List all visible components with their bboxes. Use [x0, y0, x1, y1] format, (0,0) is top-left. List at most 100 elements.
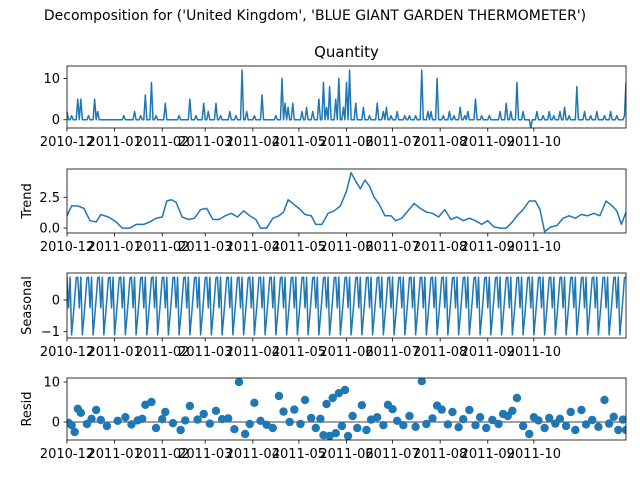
resid-point	[234, 378, 244, 387]
resid-point	[609, 412, 618, 421]
trend-xtick-label: 2011-08	[413, 240, 467, 255]
resid-point	[176, 425, 185, 435]
resid-point	[621, 425, 626, 435]
resid-point	[465, 405, 474, 415]
trend-ylabel: Trend	[20, 183, 35, 220]
quantity-series-line	[67, 69, 626, 128]
resid-point	[67, 421, 76, 430]
resid-point	[322, 399, 331, 409]
seasonal-xtick-label: 2011-10	[507, 345, 561, 360]
resid-xtick-label: 2011-04	[226, 447, 280, 462]
resid-point	[581, 420, 591, 429]
resid-ytick-label: 10	[43, 376, 60, 391]
seasonal-ytick-label: −1	[41, 325, 60, 340]
quantity-xtick-label: 2011-06	[319, 135, 373, 150]
resid-point	[518, 421, 528, 431]
resid-xtick-label: 2011-02	[135, 447, 189, 462]
resid-point	[230, 425, 239, 434]
resid-point	[211, 406, 221, 415]
resid-xtick-label: 2011-07	[365, 447, 419, 462]
seasonal-xtick-label: 2011-07	[365, 345, 419, 360]
quantity-xtick-label: 2010-12	[40, 135, 94, 150]
resid-point	[311, 423, 320, 433]
resid-xtick-label: 2011-06	[319, 447, 373, 462]
resid-point	[405, 411, 414, 421]
resid-point	[594, 422, 603, 431]
quantity-xtick-label: 2011-08	[413, 135, 467, 150]
resid-point	[337, 421, 347, 431]
resid-point	[437, 405, 446, 414]
resid-point	[475, 413, 485, 422]
resid-point	[168, 419, 178, 428]
resid-point	[300, 395, 310, 405]
resid-point	[328, 393, 337, 403]
trend-xtick-label: 2011-07	[365, 240, 419, 255]
trend-plot-area	[67, 171, 626, 233]
quantity-panel: 0102010-122011-012011-022011-032011-0420…	[40, 65, 627, 150]
resid-point	[205, 419, 215, 428]
resid-xtick-label: 2010-12	[40, 447, 94, 462]
resid-xtick-label: 2011-08	[413, 447, 467, 462]
seasonal-series-line	[67, 276, 626, 336]
resid-xtick-label: 2011-09	[461, 447, 515, 462]
resid-point	[316, 414, 325, 423]
resid-point	[525, 429, 534, 439]
resid-point	[600, 395, 609, 405]
seasonal-xtick-label: 2011-03	[178, 345, 232, 360]
resid-xtick-label: 2011-01	[87, 447, 141, 462]
trend-xtick-label: 2010-12	[40, 240, 94, 255]
seasonal-xtick-label: 2011-08	[413, 345, 467, 360]
seasonal-ylabel: Seasonal	[20, 276, 35, 335]
figure-suptitle: Decomposition for ('United Kingdom', 'BL…	[44, 8, 586, 24]
resid-point	[482, 423, 491, 433]
resid-point	[158, 415, 167, 424]
resid-point	[343, 431, 353, 440]
resid-point	[508, 406, 517, 415]
resid-point	[373, 413, 382, 422]
resid-point	[199, 409, 208, 419]
trend-xtick-label: 2011-03	[178, 240, 232, 255]
resid-point	[268, 423, 277, 433]
resid-point	[147, 397, 156, 407]
resid-point	[555, 414, 565, 423]
quantity-panel-title: Quantity	[314, 43, 379, 61]
trend-xtick-label: 2011-04	[226, 240, 280, 255]
resid-point	[392, 416, 402, 425]
resid-point	[161, 407, 170, 417]
resid-point	[113, 416, 122, 425]
resid-point	[422, 419, 431, 429]
resid-xtick-label: 2011-10	[507, 447, 561, 462]
resid-point	[545, 413, 554, 423]
resid-point	[290, 405, 299, 414]
resid-point	[279, 407, 288, 416]
trend-series-line	[67, 171, 626, 233]
resid-point	[362, 425, 371, 435]
resid-point	[274, 391, 284, 401]
quantity-xtick-label: 2011-07	[365, 135, 419, 150]
resid-point	[87, 414, 96, 423]
resid-point	[454, 423, 463, 432]
quantity-xtick-label: 2011-05	[272, 135, 326, 150]
quantity-xtick-label: 2011-10	[507, 135, 561, 150]
resid-point	[121, 413, 130, 422]
resid-point	[185, 401, 195, 411]
resid-xtick-label: 2011-03	[178, 447, 232, 462]
quantity-xtick-label: 2011-01	[87, 135, 141, 150]
quantity-xtick-label: 2011-09	[461, 135, 515, 150]
trend-ytick-label: 0.0	[39, 222, 60, 237]
resid-point	[217, 415, 227, 424]
resid-point	[411, 422, 420, 431]
resid-xtick-label: 2011-05	[272, 447, 326, 462]
resid-point	[379, 421, 388, 430]
trend-ytick-label: 2.5	[39, 191, 60, 206]
resid-point	[471, 421, 480, 430]
resid-plot-area	[67, 378, 626, 440]
seasonal-ytick-label: 0	[52, 293, 60, 308]
resid-point	[577, 405, 586, 415]
resid-point	[306, 413, 316, 423]
resid-point	[571, 425, 580, 435]
resid-point	[494, 419, 503, 429]
resid-point	[488, 415, 497, 425]
seasonal-xtick-label: 2011-06	[319, 345, 373, 360]
resid-point	[296, 419, 305, 429]
